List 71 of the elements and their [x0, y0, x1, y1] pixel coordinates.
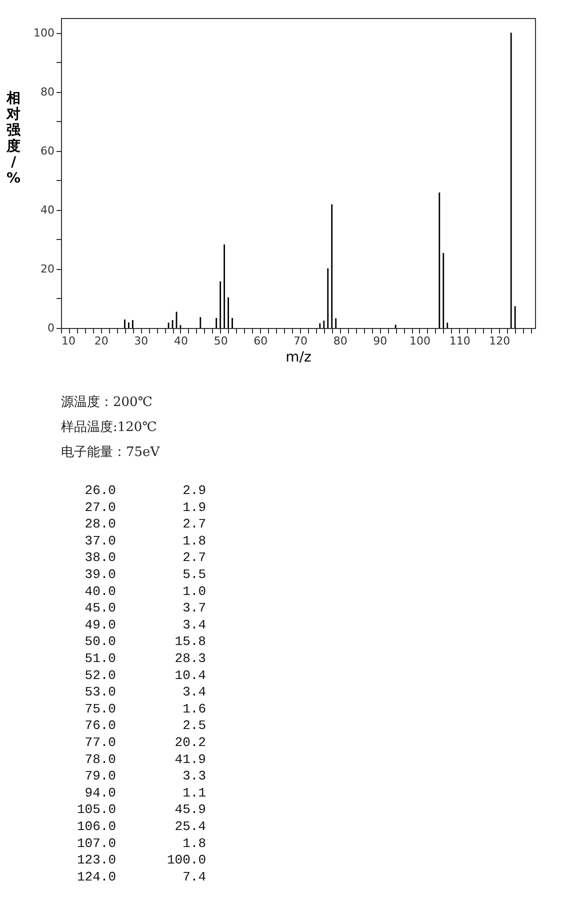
- y-axis-title: 相对强度/%: [6, 90, 22, 186]
- text: 20.2: [174, 735, 206, 750]
- category-label: 107.0: [76, 836, 116, 851]
- text: 3.4: [182, 684, 206, 700]
- text: 1.1: [182, 785, 206, 800]
- x-axis-title: m/z: [286, 350, 312, 366]
- category-label: 77.0: [84, 735, 116, 750]
- text: 样品温度:120℃: [61, 419, 157, 435]
- text: 10.4: [174, 668, 206, 683]
- text: 100.0: [166, 852, 206, 868]
- category-label: 78.0: [84, 752, 116, 767]
- category-label: 106.0: [76, 819, 116, 834]
- text: 41.9: [174, 752, 206, 767]
- text: 5.5: [182, 567, 206, 582]
- x-tick-label: 80: [333, 334, 348, 348]
- text: 28.3: [174, 651, 206, 666]
- category-label: 52.0: [84, 668, 116, 683]
- y-tick-label: 0: [48, 322, 54, 334]
- category-label: 94.0: [84, 785, 116, 800]
- text: 2.5: [182, 718, 206, 734]
- category-label: 76.0: [84, 718, 116, 734]
- x-tick-label: 20: [94, 334, 108, 348]
- y-tick-label: 80: [40, 85, 54, 98]
- text: 3.4: [182, 617, 206, 632]
- text: 45.9: [174, 802, 206, 818]
- category-label: 79.0: [84, 768, 116, 784]
- text: 2.9: [182, 483, 206, 498]
- category-label: 40.0: [84, 584, 116, 599]
- text: 2.7: [182, 550, 206, 566]
- text: 3.7: [182, 600, 206, 616]
- category-label: 75.0: [84, 701, 116, 716]
- category-label: 105.0: [76, 802, 116, 818]
- y-tick-label: 40: [40, 203, 54, 216]
- y-tick-label: 20: [40, 262, 54, 276]
- category-label: 50.0: [84, 634, 116, 650]
- category-label: 49.0: [84, 617, 116, 632]
- x-tick-label: 70: [293, 334, 308, 348]
- category-label: 28.0: [84, 516, 116, 532]
- x-tick-label: 50: [214, 334, 228, 348]
- x-tick-label: 100: [409, 334, 430, 348]
- category-label: 39.0: [84, 567, 116, 582]
- y-tick-label: 60: [40, 144, 54, 158]
- category-label: 37.0: [84, 533, 116, 548]
- text: 1.0: [182, 584, 206, 599]
- text: 15.8: [174, 634, 206, 650]
- text: 电子能量：75eV: [61, 445, 160, 460]
- x-tick-label: 30: [134, 334, 148, 348]
- category-label: 124.0: [76, 869, 116, 884]
- text: 1.8: [182, 533, 206, 548]
- category-label: 26.0: [84, 483, 116, 498]
- category-label: 45.0: [84, 600, 116, 616]
- x-tick-label: 40: [174, 334, 188, 348]
- text: 25.4: [174, 819, 206, 834]
- category-label: 51.0: [84, 651, 116, 666]
- text: 1.8: [182, 836, 206, 851]
- x-tick-label: 10: [62, 334, 76, 348]
- y-tick-label: 100: [34, 26, 54, 40]
- category-label: 53.0: [84, 684, 116, 700]
- x-tick-label: 110: [449, 334, 470, 348]
- category-label: 27.0: [84, 500, 116, 515]
- x-tick-label: 90: [373, 334, 388, 348]
- text: 7.4: [182, 869, 206, 884]
- text: 源温度：200℃: [61, 394, 152, 410]
- text: 3.3: [182, 768, 206, 784]
- x-tick-label: 120: [489, 334, 510, 348]
- text: 2.7: [182, 516, 206, 532]
- category-label: 38.0: [84, 550, 116, 566]
- text: 1.9: [182, 500, 206, 515]
- x-tick-label: 60: [254, 334, 268, 348]
- category-label: 123.0: [76, 852, 116, 868]
- text: 1.6: [182, 701, 206, 716]
